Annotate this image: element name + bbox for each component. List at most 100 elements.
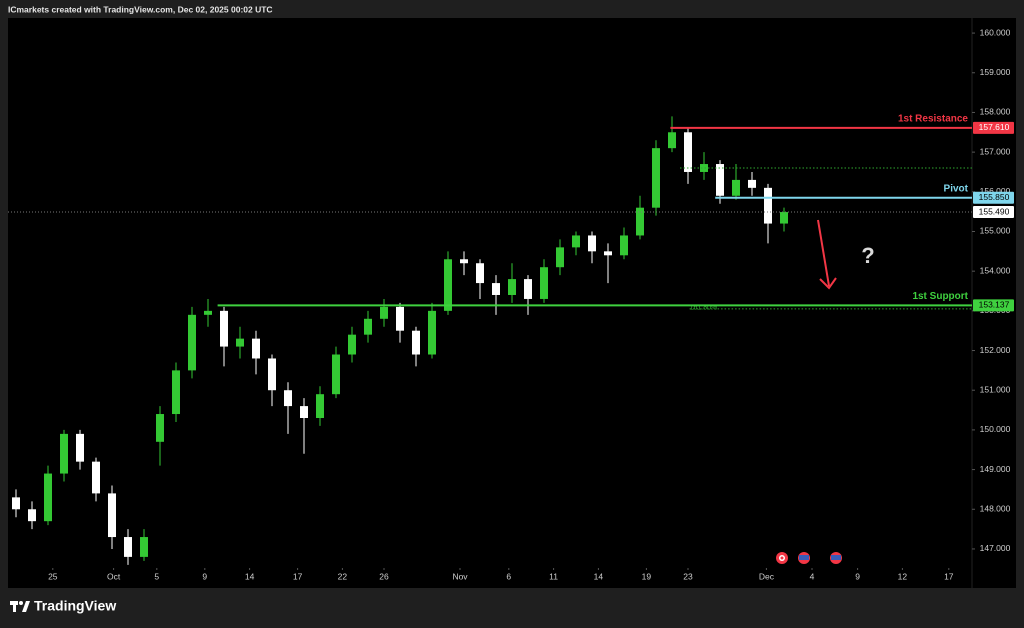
current-price-box: [973, 206, 1014, 219]
candle-body: [76, 433, 84, 462]
x-tick-label: 9: [855, 571, 860, 581]
candle-body: [540, 267, 548, 299]
candle-body: [316, 394, 324, 418]
x-tick-label: 9: [202, 571, 207, 581]
candle-body: [140, 537, 148, 557]
candle-body: [300, 406, 308, 418]
candle-body: [236, 338, 244, 347]
candle-body: [396, 306, 404, 331]
candle-body: [700, 164, 708, 172]
level-name: 1st Resistance: [898, 114, 968, 125]
candle-body: [428, 310, 436, 355]
annotation: ?: [861, 243, 874, 268]
level-price-label: 157.610: [979, 122, 1010, 132]
level-name: Pivot: [944, 183, 969, 194]
y-tick-label: 159.000: [980, 67, 1011, 77]
candle-body: [332, 354, 340, 395]
level-price-label: 155.850: [979, 192, 1010, 202]
x-tick-label: 25: [48, 571, 58, 581]
x-tick-label: 26: [379, 571, 389, 581]
x-tick-label: 5: [154, 571, 159, 581]
x-tick-label: 14: [245, 571, 255, 581]
chart-panel: [8, 18, 1016, 588]
x-tick-label: 22: [338, 571, 348, 581]
y-tick-label: 156.000: [980, 186, 1011, 196]
x-tick-label: 17: [944, 571, 954, 581]
candle-body: [60, 433, 68, 474]
candle-body: [652, 148, 660, 208]
candle-body: [604, 251, 612, 256]
candle-body: [732, 179, 740, 196]
fib-label: 161.80%: [690, 305, 718, 312]
candle-body: [108, 493, 116, 538]
candle-body: [252, 338, 260, 359]
candle-body: [524, 279, 532, 299]
logo-icon: [10, 601, 30, 612]
y-tick-label: 155.000: [980, 226, 1011, 236]
candle-body: [636, 207, 644, 236]
candle-body: [780, 212, 788, 224]
candle-body: [460, 259, 468, 264]
candle-body: [156, 414, 164, 442]
y-tick-label: 154.000: [980, 265, 1011, 275]
candle-body: [572, 235, 580, 248]
x-tick-label: 17: [293, 571, 303, 581]
candle-body: [716, 164, 724, 196]
candle-body: [172, 370, 180, 415]
candle-body: [92, 461, 100, 494]
candle-body: [748, 179, 756, 188]
x-tick-label: 14: [594, 571, 604, 581]
level-price-box: [973, 191, 1014, 204]
candle-body: [444, 259, 452, 311]
event-icons: [776, 552, 842, 564]
candle-body: [220, 310, 228, 347]
current-price-label: 155.490: [979, 206, 1010, 216]
y-tick-label: 151.000: [980, 384, 1011, 394]
y-tick-label: 158.000: [980, 107, 1011, 117]
candle-body: [28, 509, 36, 522]
candle-body: [620, 235, 628, 256]
x-tick-label: 23: [683, 571, 693, 581]
candle-body: [44, 473, 52, 522]
y-tick-label: 157.000: [980, 146, 1011, 156]
candle-body: [188, 314, 196, 371]
candle-body: [284, 390, 292, 407]
candle-body: [508, 279, 516, 295]
candle-body: [348, 334, 356, 355]
y-tick-label: 149.000: [980, 464, 1011, 474]
x-tick-label: Dec: [759, 571, 775, 581]
candle-body: [556, 247, 564, 268]
x-tick-label: 11: [549, 571, 558, 581]
level-price-box: [973, 299, 1014, 312]
candle-body: [476, 263, 484, 284]
x-tick-label: 19: [642, 571, 652, 581]
candle-body: [12, 497, 20, 510]
level-price-box: [973, 121, 1014, 134]
level-name: 1st Support: [912, 291, 968, 302]
header: ICmarkets created with TradingView.com, …: [8, 4, 273, 14]
candle-body: [124, 537, 132, 557]
candle-body: [684, 132, 692, 172]
candle-body: [492, 283, 500, 295]
candle-body: [764, 187, 772, 224]
x-tick-label: Nov: [452, 571, 468, 581]
y-tick-label: 148.000: [980, 504, 1011, 514]
candle-body: [204, 310, 212, 315]
candle-body: [364, 318, 372, 335]
y-tick-label: 147.000: [980, 543, 1011, 553]
x-tick-label: 12: [898, 571, 908, 581]
brand: TradingView: [34, 598, 116, 614]
candle-body: [380, 306, 388, 319]
candle-body: [412, 330, 420, 355]
x-tick-label: 6: [506, 571, 511, 581]
y-tick-label: 150.000: [980, 424, 1011, 434]
candle-body: [588, 235, 596, 252]
level-price-label: 153.137: [979, 300, 1010, 310]
forecast-arrow: [817, 219, 837, 290]
x-tick-label: 4: [810, 571, 815, 581]
y-tick-label: 152.000: [980, 345, 1011, 355]
candle-body: [668, 132, 676, 149]
x-tick-label: Oct: [107, 571, 121, 581]
